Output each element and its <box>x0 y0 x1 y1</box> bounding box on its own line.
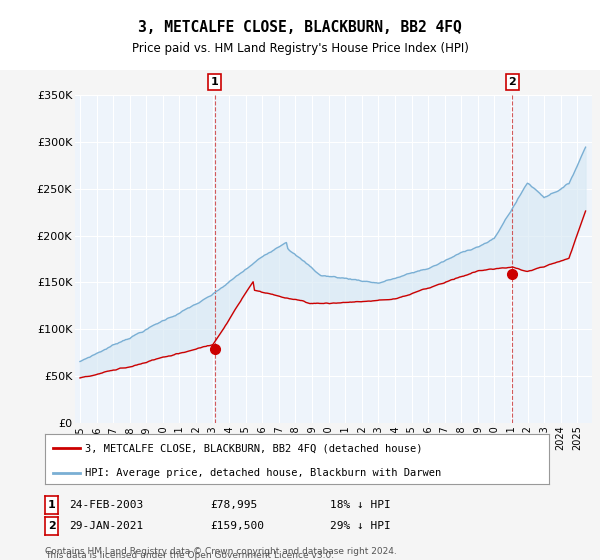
Text: 1: 1 <box>211 77 218 87</box>
Text: 1: 1 <box>48 500 55 510</box>
Text: 3, METCALFE CLOSE, BLACKBURN, BB2 4FQ: 3, METCALFE CLOSE, BLACKBURN, BB2 4FQ <box>138 20 462 35</box>
Text: Contains HM Land Registry data © Crown copyright and database right 2024.: Contains HM Land Registry data © Crown c… <box>45 547 397 556</box>
Text: 2: 2 <box>508 77 516 87</box>
Text: 24-FEB-2003: 24-FEB-2003 <box>69 500 143 510</box>
Text: 29-JAN-2021: 29-JAN-2021 <box>69 521 143 531</box>
Text: Price paid vs. HM Land Registry's House Price Index (HPI): Price paid vs. HM Land Registry's House … <box>131 42 469 55</box>
Text: 29% ↓ HPI: 29% ↓ HPI <box>330 521 391 531</box>
Text: HPI: Average price, detached house, Blackburn with Darwen: HPI: Average price, detached house, Blac… <box>85 468 442 478</box>
Text: £78,995: £78,995 <box>210 500 257 510</box>
Text: 3, METCALFE CLOSE, BLACKBURN, BB2 4FQ (detached house): 3, METCALFE CLOSE, BLACKBURN, BB2 4FQ (d… <box>85 443 423 453</box>
Text: This data is licensed under the Open Government Licence v3.0.: This data is licensed under the Open Gov… <box>45 551 334 560</box>
Text: 18% ↓ HPI: 18% ↓ HPI <box>330 500 391 510</box>
Text: £159,500: £159,500 <box>210 521 264 531</box>
Text: 2: 2 <box>48 521 55 531</box>
